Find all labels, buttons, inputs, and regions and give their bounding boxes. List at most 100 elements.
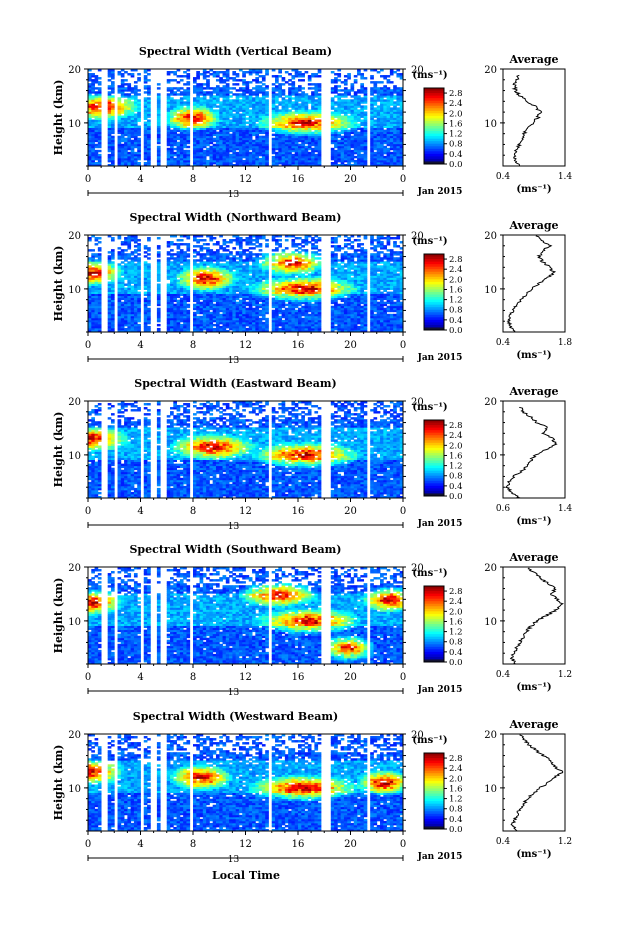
heatmap-cell bbox=[179, 305, 184, 309]
heatmap-cell bbox=[376, 161, 381, 165]
heatmap-cell bbox=[252, 143, 256, 147]
heatmap-cell bbox=[307, 123, 312, 126]
heatmap-cell bbox=[173, 321, 177, 325]
heatmap-cell bbox=[127, 93, 132, 96]
heatmap-cell bbox=[386, 323, 391, 327]
heatmap-cell bbox=[225, 163, 230, 167]
heatmap-cell bbox=[147, 141, 151, 145]
heatmap-cell bbox=[314, 313, 319, 317]
heatmap-cell bbox=[219, 79, 223, 82]
heatmap-cell bbox=[238, 311, 243, 315]
heatmap-cell bbox=[389, 299, 394, 303]
heatmap-cell bbox=[261, 163, 266, 167]
heatmap-cell bbox=[314, 161, 319, 165]
heatmap-cell bbox=[314, 103, 319, 106]
heatmap-cell bbox=[156, 301, 161, 305]
heatmap-cell bbox=[124, 93, 128, 96]
heatmap-cell bbox=[202, 161, 207, 165]
heatmap-cell bbox=[288, 307, 292, 311]
heatmap-cell bbox=[176, 129, 181, 133]
heatmap-cell bbox=[380, 137, 384, 141]
heatmap-cell bbox=[314, 125, 319, 128]
heatmap-cell bbox=[284, 135, 289, 139]
heatmap-cell bbox=[248, 117, 253, 120]
heatmap-cell bbox=[170, 149, 174, 153]
heatmap-cell bbox=[396, 143, 401, 147]
heatmap-cell bbox=[393, 313, 397, 317]
heatmap-cell bbox=[311, 97, 315, 100]
heatmap-cell bbox=[186, 157, 191, 161]
heatmap-cell bbox=[311, 111, 315, 114]
heatmap-cell bbox=[199, 315, 204, 319]
heatmap-cell bbox=[199, 151, 204, 155]
heatmap-cell bbox=[222, 113, 227, 116]
heatmap-cell bbox=[298, 89, 302, 92]
heatmap-cell bbox=[307, 129, 312, 133]
heatmap-cell bbox=[110, 141, 115, 145]
heatmap-cell bbox=[261, 157, 266, 161]
colorbar-swatch bbox=[424, 118, 444, 122]
heatmap-cell bbox=[209, 329, 214, 333]
heatmap-cell bbox=[311, 103, 315, 106]
heatmap-cell bbox=[209, 163, 214, 167]
heatmap-cell bbox=[186, 297, 191, 301]
heatmap-cell bbox=[281, 319, 286, 323]
heatmap-cell bbox=[317, 69, 322, 72]
colorbar-swatch bbox=[424, 105, 444, 109]
heatmap-cell bbox=[199, 155, 204, 159]
heatmap-cell bbox=[91, 161, 95, 165]
heatmap-cell bbox=[133, 95, 138, 98]
heatmap-cell bbox=[219, 303, 223, 307]
heatmap-cell bbox=[307, 95, 312, 98]
heatmap-cell bbox=[255, 145, 260, 149]
heatmap-cell bbox=[196, 75, 200, 78]
heatmap-cell bbox=[334, 307, 338, 311]
heatmap-cell bbox=[261, 129, 266, 133]
heatmap-cell bbox=[363, 313, 368, 317]
heatmap-cell bbox=[389, 71, 394, 74]
heatmap-cell bbox=[337, 157, 342, 161]
colorbar-swatch bbox=[424, 123, 444, 127]
heatmap-cell bbox=[133, 159, 138, 163]
heatmap-cell bbox=[166, 121, 171, 124]
heatmap-cell bbox=[107, 131, 112, 135]
heatmap-cell bbox=[156, 141, 161, 145]
heatmap-cell bbox=[137, 307, 141, 311]
heatmap-cell bbox=[278, 327, 282, 331]
heatmap-cell bbox=[261, 321, 266, 325]
heatmap-cell bbox=[147, 163, 151, 167]
heatmap-cell bbox=[127, 117, 132, 120]
heatmap-cell bbox=[252, 153, 256, 157]
heatmap-cell bbox=[343, 137, 348, 141]
heatmap-cell bbox=[176, 135, 181, 139]
heatmap-cell bbox=[380, 155, 384, 159]
heatmap-cell bbox=[215, 137, 220, 141]
heatmap-cell bbox=[255, 85, 260, 88]
heatmap-cell bbox=[298, 325, 302, 329]
heatmap-cell bbox=[179, 123, 184, 126]
heatmap-cell bbox=[265, 299, 269, 303]
heatmap-cell bbox=[238, 153, 243, 157]
heatmap-cell bbox=[291, 129, 296, 133]
heatmap-cell bbox=[215, 145, 220, 149]
heatmap-cell bbox=[311, 91, 315, 94]
heatmap-cell bbox=[238, 89, 243, 92]
heatmap-cell bbox=[347, 121, 351, 124]
heatmap-cell bbox=[170, 163, 174, 167]
heatmap-cell bbox=[261, 135, 266, 139]
heatmap-cell bbox=[156, 87, 161, 90]
heatmap-cell bbox=[396, 91, 401, 94]
heatmap-cell bbox=[147, 119, 151, 122]
heatmap-cell bbox=[376, 139, 381, 143]
heatmap-cell bbox=[143, 321, 148, 325]
heatmap-cell bbox=[117, 163, 122, 167]
heatmap-cell bbox=[383, 91, 387, 94]
heatmap-cell bbox=[232, 129, 237, 133]
heatmap-cell bbox=[173, 103, 177, 106]
heatmap-cell bbox=[343, 131, 348, 135]
heatmap-cell bbox=[330, 149, 335, 153]
heatmap-cell bbox=[265, 133, 269, 137]
heatmap-cell bbox=[383, 159, 387, 163]
heatmap-cell bbox=[248, 99, 253, 102]
heatmap-cell bbox=[124, 125, 128, 128]
